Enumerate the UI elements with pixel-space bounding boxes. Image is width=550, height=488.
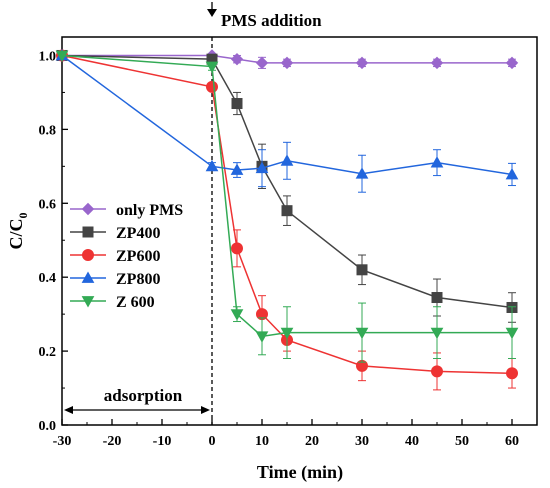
data-point [231,242,243,255]
legend-item: ZP600 [70,248,160,265]
data-point [280,56,294,70]
legend-marker [82,249,94,261]
y-tick-label: 0.2 [39,345,57,360]
data-point [280,154,294,166]
legend-marker [81,271,95,283]
series-line [61,54,513,309]
data-point [506,367,518,380]
legend-marker [82,226,94,238]
x-tick-label: 30 [355,434,369,449]
adsorption-label: adsorption [104,386,183,405]
data-point [505,56,519,70]
y-tick-label: 0.8 [39,123,57,138]
legend-label: ZP600 [116,248,160,265]
data-point [255,56,269,70]
legend-item: ZP400 [70,225,160,242]
x-tick-label: -10 [153,434,172,449]
plot-frame [61,36,538,426]
y-tick-labels: 0.0 0.2 0.4 0.6 0.8 1.0 [39,49,57,434]
legend-item: ZP800 [70,271,160,288]
legend-marker [81,296,95,308]
data-point [281,205,293,217]
series-zp800 [55,48,519,193]
series-line [61,54,512,338]
legend-label: ZP800 [116,271,160,288]
series-layer [55,48,519,391]
data-point [505,167,519,180]
adsorption-arrow [64,406,210,414]
legend-marker [81,202,95,216]
data-point [55,50,69,63]
pms-addition-label: PMS addition [221,11,322,30]
data-point [355,56,369,70]
legend-label: Z 600 [116,294,155,311]
series-z-600 [55,50,519,363]
x-tick-labels: -30 -20 -10 0 10 20 30 40 50 60 [53,434,519,449]
x-tick-label: 50 [455,434,469,449]
data-point [205,159,219,172]
series-only-pms [55,49,519,70]
data-point [355,167,369,179]
data-point [356,264,368,276]
legend-item: Z 600 [70,294,155,311]
data-point [355,327,369,340]
data-point [205,61,219,74]
data-point [230,163,244,175]
data-point [431,365,443,378]
y-axis-label-subscript: 0 [16,213,30,219]
x-tick-label: 20 [305,434,319,449]
x-tick-label: -30 [53,434,72,449]
data-point [280,327,294,340]
tick-marks [61,54,538,426]
x-tick-label: 40 [405,434,419,449]
y-tick-label: 0.4 [39,271,57,286]
data-point [230,52,244,66]
data-point [430,56,444,70]
legend-label: ZP400 [116,225,160,242]
data-point [206,80,218,93]
data-point [430,327,444,340]
legend: only PMS ZP400 ZP600 ZP800 Z 600 [70,202,183,311]
x-axis-label: Time (min) [257,462,343,483]
legend-item: only PMS [70,202,183,219]
y-tick-label: 0.0 [39,419,57,434]
svg-text:C/C0: C/C0 [6,213,30,250]
y-axis-label-group: C/C0 [6,213,30,250]
data-point [505,327,519,340]
y-tick-label: 0.6 [39,197,57,212]
legend-label: only PMS [116,202,183,219]
data-point [430,156,444,168]
y-axis-label: C/C [6,219,26,250]
x-tick-label: 10 [255,434,269,449]
data-point [431,292,443,304]
series-line [61,54,513,176]
pms-addition-arrow [207,2,217,17]
x-tick-label: 60 [505,434,519,449]
data-point [255,161,269,174]
x-tick-label: -20 [103,434,122,449]
data-point [231,98,243,110]
data-point [255,331,269,343]
x-tick-label: 0 [209,434,216,449]
data-point [230,309,244,321]
y-tick-label: 1.0 [39,49,57,64]
